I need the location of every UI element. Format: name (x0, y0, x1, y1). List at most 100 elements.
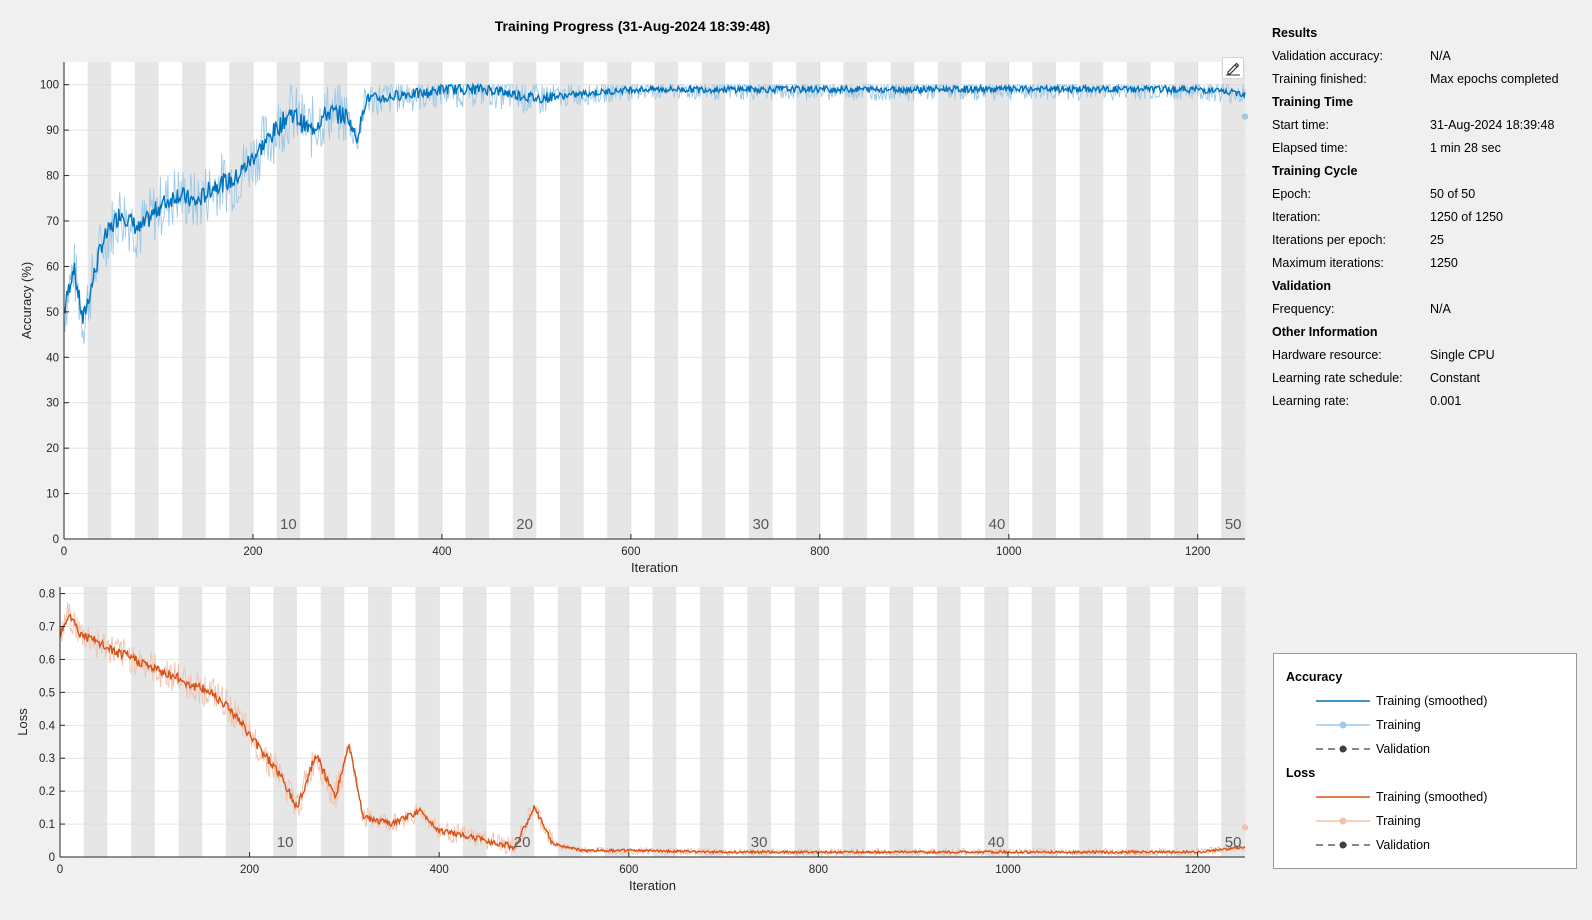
y-tick-label: 60 (46, 261, 59, 273)
epoch-band (1173, 587, 1198, 857)
epoch-band (1221, 587, 1245, 857)
epoch-band (985, 62, 1009, 539)
info-section-title: Training Time (1272, 95, 1354, 109)
y-tick-label: 50 (46, 307, 59, 319)
info-label: Hardware resource: (1272, 348, 1382, 362)
y-tick-label: 0.6 (39, 654, 55, 666)
info-value: 0.001 (1430, 394, 1462, 408)
x-tick-label: 200 (240, 864, 259, 876)
epoch-label: 30 (751, 834, 768, 851)
epoch-band (605, 587, 629, 857)
info-row: Maximum iterations: 1250 (1272, 256, 1582, 270)
y-tick-label: 70 (46, 216, 59, 228)
y-tick-label: 30 (46, 398, 59, 410)
x-tick-label: 400 (432, 546, 451, 558)
legend-line-swatch (1316, 700, 1370, 702)
info-row: Hardware resource: Single CPU (1272, 348, 1582, 362)
info-value: N/A (1430, 49, 1451, 63)
info-label: Frequency: (1272, 302, 1335, 316)
y-tick-label: 0.3 (39, 753, 55, 765)
x-tick-label: 200 (243, 546, 262, 558)
epoch-band (654, 62, 679, 539)
y-tick-label: 40 (46, 352, 59, 364)
epoch-band (276, 62, 301, 539)
epoch-band (465, 62, 490, 539)
legend-acc-training-label: Training (1376, 718, 1421, 732)
info-value: 1250 (1430, 256, 1458, 270)
x-tick-label: 800 (809, 864, 828, 876)
info-row: Validation accuracy: N/A (1272, 49, 1582, 63)
epoch-band (1079, 62, 1104, 539)
legend-loss-validation: Validation (1316, 838, 1430, 852)
epoch-band (936, 587, 961, 857)
epoch-label: 10 (277, 834, 294, 851)
info-section-title: Validation (1272, 279, 1332, 293)
info-row: Start time: 31-Aug-2024 18:39:48 (1272, 118, 1582, 132)
x-tick-label: 600 (619, 864, 638, 876)
epoch-band (1031, 587, 1056, 857)
y-tick-label: 0.2 (39, 786, 55, 798)
y-tick-label: 90 (46, 125, 59, 137)
info-value: 1250 of 1250 (1430, 210, 1503, 224)
training-smoothed-line (63, 82, 1246, 324)
info-value: Max epochs completed (1430, 72, 1559, 86)
final-training-point (1241, 824, 1249, 831)
final-training-point (1241, 113, 1249, 120)
y-tick-label: 10 (46, 489, 59, 501)
training-raw-line (59, 601, 1246, 858)
y-axis-label: Accuracy (%) (19, 262, 34, 339)
x-tick-label: 1200 (1185, 546, 1211, 558)
x-axis-label: Iteration (629, 878, 676, 893)
epoch-band (415, 587, 440, 857)
epoch-label: 20 (514, 834, 531, 851)
x-tick-label: 0 (61, 546, 67, 558)
info-value: N/A (1430, 302, 1451, 316)
epoch-band (87, 62, 112, 539)
epoch-band (178, 587, 203, 857)
epoch-band (1079, 587, 1103, 857)
info-label: Maximum iterations: (1272, 256, 1384, 270)
legend-acc-smoothed: Training (smoothed) (1316, 694, 1487, 708)
epoch-band (1126, 62, 1151, 539)
epoch-band (510, 587, 534, 857)
info-label: Start time: (1272, 118, 1329, 132)
epoch-label: 40 (988, 834, 1005, 851)
training-progress-title: Training Progress (31-Aug-2024 18:39:48) (494, 18, 771, 34)
y-tick-label: 80 (46, 171, 59, 183)
info-row: Iterations per epoch: 25 (1272, 233, 1582, 247)
loss-chart: 0 0.1 0.2 0.3 0.4 0.5 0.6 0.7 0.8 0 200 400 600 800 10… (15, 587, 1249, 893)
epoch-band (843, 62, 868, 539)
info-label: Validation accuracy: (1272, 49, 1383, 63)
epoch-band (131, 587, 155, 857)
legend-line-marker-swatch (1316, 721, 1370, 729)
legend-loss-smoothed: Training (smoothed) (1316, 790, 1487, 804)
epoch-band (701, 62, 726, 539)
edit-plot-button[interactable] (1222, 57, 1244, 79)
legend-acc-validation-label: Validation (1376, 742, 1430, 756)
info-value: Constant (1430, 371, 1481, 385)
epoch-band (418, 62, 442, 539)
legend-loss-training: Training (1316, 814, 1421, 828)
epoch-band (889, 587, 914, 857)
info-label: Elapsed time: (1272, 141, 1348, 155)
info-label: Iteration: (1272, 210, 1321, 224)
legend-loss-validation-label: Validation (1376, 838, 1430, 852)
info-value: 50 of 50 (1430, 187, 1476, 201)
training-smoothed-line (59, 613, 1246, 855)
epoch-band (557, 587, 582, 857)
legend-acc-training: Training (1316, 718, 1421, 732)
legend-line-marker-swatch (1316, 817, 1370, 825)
info-section-title: Other Information (1272, 325, 1378, 339)
y-tick-label: 0.1 (39, 819, 55, 831)
info-value: 31-Aug-2024 18:39:48 (1430, 118, 1555, 132)
info-section-title: Results (1272, 26, 1318, 40)
epoch-band (747, 587, 771, 857)
legend-box: Accuracy Training (smoothed) Training Va… (1273, 653, 1577, 869)
epoch-band (607, 62, 631, 539)
epoch-label: 20 (516, 516, 533, 533)
epoch-band (320, 587, 345, 857)
epoch-band (794, 587, 819, 857)
info-value: 25 (1430, 233, 1444, 247)
epoch-band (560, 62, 584, 539)
legend-accuracy-title: Accuracy (1286, 670, 1343, 684)
